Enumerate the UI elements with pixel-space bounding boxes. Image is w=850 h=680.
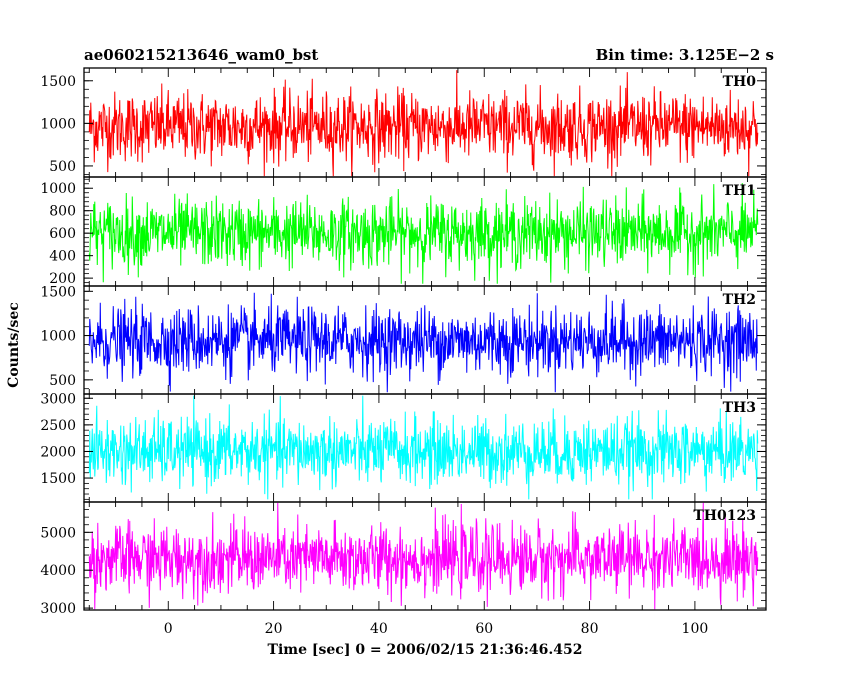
chart-title: ae060215213646_wam0_bst — [84, 46, 318, 64]
y-tick-label: 2500 — [40, 418, 76, 434]
y-tick-label: 5000 — [40, 525, 76, 541]
y-tick-label: 4000 — [40, 563, 76, 579]
panel-label-th1: TH1 — [723, 183, 756, 199]
panel-label-th2: TH2 — [723, 292, 756, 308]
x-tick-label: 100 — [682, 621, 709, 637]
y-tick-label: 200 — [49, 271, 76, 287]
panel-th0123: 3000 4000 5000 TH0123 — [40, 501, 767, 617]
series-line-th0 — [88, 70, 759, 177]
y-tick-label: 400 — [49, 249, 76, 265]
x-tick-label: 60 — [475, 621, 493, 637]
bin-time-label: Bin time: 3.125E−2 s — [596, 46, 774, 64]
panel-label-th0123: TH0123 — [693, 508, 756, 524]
panel-th1: 200 400 600 800 1000 TH1 — [40, 176, 767, 287]
panel-frame — [83, 501, 767, 611]
y-axis-title: Counts/sec — [6, 302, 22, 388]
series-line-th2 — [88, 292, 759, 393]
panel-th2: 500 1000 1500 TH2 — [40, 284, 767, 395]
y-tick-label: 1000 — [40, 116, 76, 132]
series-line-th1 — [88, 183, 759, 284]
y-tick-label: 3000 — [40, 391, 76, 407]
series-line-th3 — [88, 395, 759, 500]
y-tick-label: 2000 — [40, 444, 76, 460]
panel-label-th0: TH0 — [723, 74, 757, 90]
y-tick-label: 600 — [49, 226, 76, 242]
y-tick-label: 1500 — [40, 471, 76, 487]
y-tick-label: 1500 — [40, 284, 76, 300]
panel-th0: 500 1000 1500 TH0 — [40, 67, 767, 178]
y-tick-label: 3000 — [40, 601, 76, 617]
x-tick-label: 0 — [164, 621, 173, 637]
x-tick-label: 40 — [370, 621, 388, 637]
x-tick-label: 20 — [265, 621, 283, 637]
panel-label-th3: TH3 — [723, 400, 756, 416]
y-tick-label: 500 — [49, 159, 76, 175]
panels-group: 500 1000 1500 TH0 200 400 600 800 1000 TH1 500 1000… — [40, 67, 767, 617]
series-line-th0123 — [88, 502, 759, 610]
x-axis-ticks: 0 20 40 60 80 100 — [164, 621, 708, 637]
y-tick-label: 1000 — [40, 329, 76, 345]
y-tick-label: 800 — [49, 204, 76, 220]
y-tick-label: 1000 — [40, 181, 76, 197]
y-tick-label: 500 — [49, 373, 76, 389]
y-tick-label: 1500 — [40, 74, 76, 90]
panel-th3: 1500 2000 2500 3000 TH3 — [40, 391, 767, 503]
x-tick-label: 80 — [581, 621, 599, 637]
x-axis-title: Time [sec] 0 = 2006/02/15 21:36:46.452 — [268, 642, 583, 658]
